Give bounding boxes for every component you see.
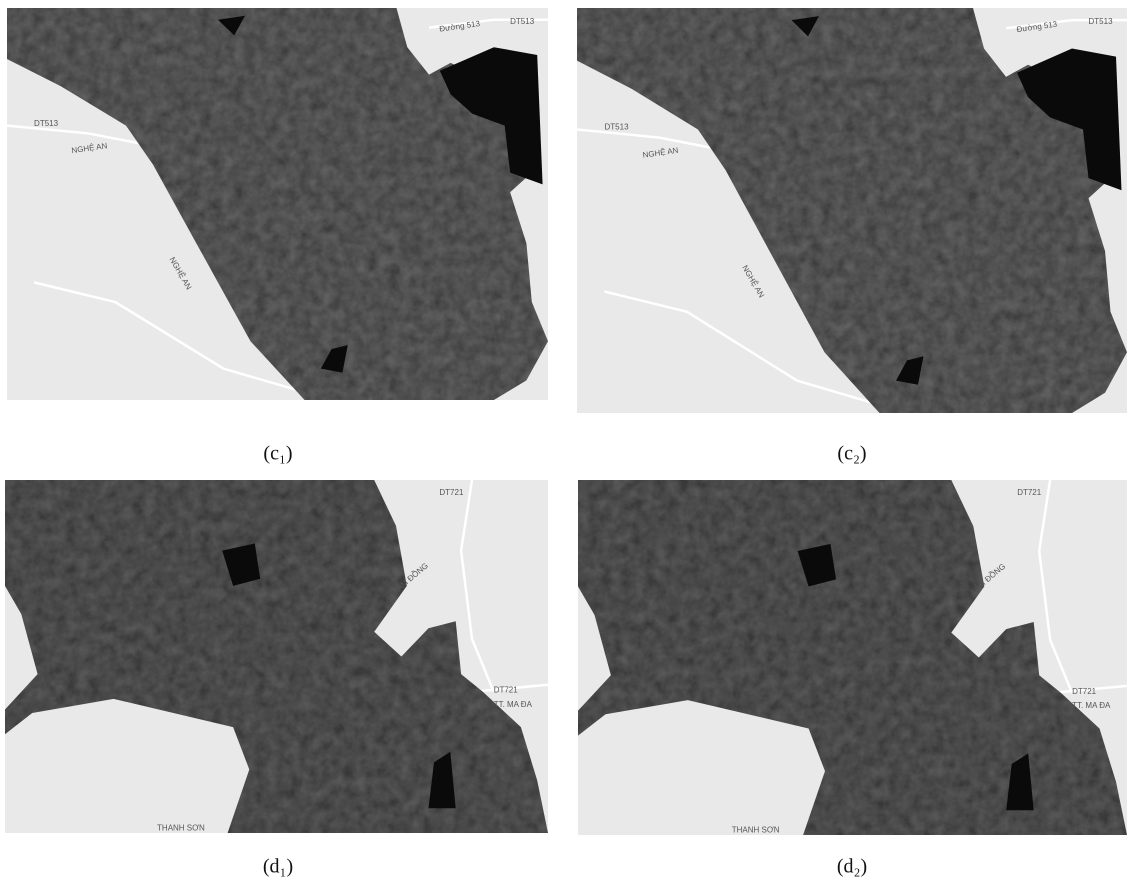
map-label: THANH SƠN	[732, 825, 780, 834]
map-label: DT513	[510, 17, 535, 26]
caption: (c₂)	[837, 443, 866, 465]
map-label: DT513	[1089, 17, 1114, 26]
map-label: DT513	[34, 119, 59, 128]
map-label: DT721	[439, 488, 464, 497]
map-label: DT721	[494, 686, 519, 695]
map-label: DT721	[1017, 488, 1042, 497]
map-label: THANH SƠN	[157, 823, 205, 832]
map-label: TT. MA ĐA	[494, 700, 533, 709]
caption: (d₁)	[263, 856, 293, 878]
map-label: DT721	[1072, 687, 1097, 696]
map-label: DT513	[605, 122, 630, 131]
caption: (c₁)	[263, 443, 292, 465]
caption: (d₂)	[837, 856, 867, 878]
figure: DT513NGHỆ ANNGHỆ ANĐường 513DT513 (c₁) DT5…	[0, 0, 1127, 888]
map-label: TT. MA ĐA	[1072, 701, 1111, 710]
